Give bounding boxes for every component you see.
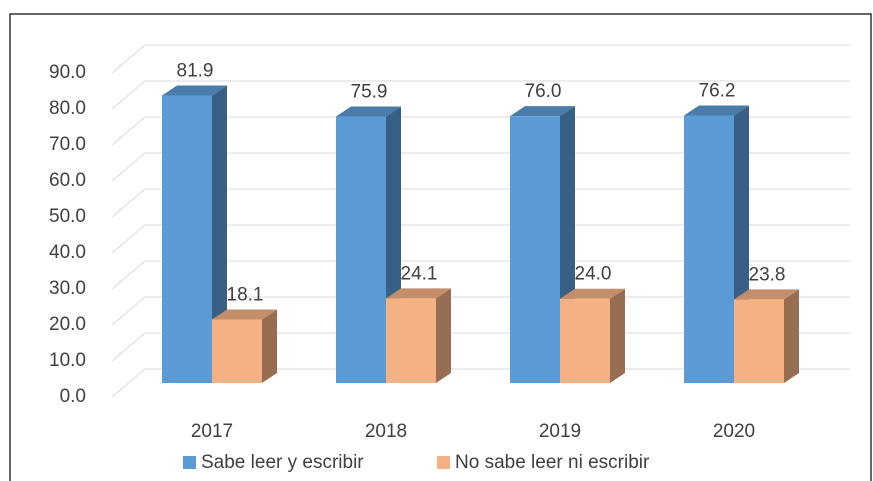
- bar-top: [560, 288, 625, 299]
- bar: [684, 115, 734, 383]
- data-label: 76.2: [699, 80, 736, 101]
- grid-line: [111, 152, 850, 182]
- x-tick-label: 2020: [713, 421, 755, 442]
- bar-top: [684, 105, 749, 116]
- x-tick-label: 2017: [191, 421, 233, 442]
- bar-side: [212, 85, 227, 383]
- bar: [212, 319, 262, 383]
- bar-top: [734, 289, 799, 300]
- y-tick-label: 40.0: [49, 242, 86, 263]
- bar: [510, 116, 560, 384]
- y-tick-label: 0.0: [60, 386, 86, 407]
- data-label: 76.0: [525, 81, 562, 102]
- legend-label: No sabe leer ni escribir: [455, 452, 650, 473]
- bar-side: [610, 288, 625, 383]
- data-label: 18.1: [227, 284, 264, 305]
- data-label: 24.0: [575, 264, 612, 285]
- grid-line: [111, 80, 850, 110]
- y-tick-label: 80.0: [49, 98, 86, 119]
- y-tick-label: 60.0: [49, 170, 86, 191]
- bar: [386, 298, 436, 383]
- y-tick-label: 90.0: [49, 62, 86, 83]
- bar-top: [386, 288, 451, 299]
- y-tick-label: 50.0: [49, 206, 86, 227]
- bar-top: [336, 106, 401, 117]
- y-tick-label: 10.0: [49, 350, 86, 371]
- grid-line: [111, 224, 850, 254]
- data-label: 75.9: [351, 82, 388, 103]
- x-tick-label: 2019: [539, 421, 581, 442]
- bar: [336, 116, 386, 384]
- legend-swatch: [437, 456, 450, 469]
- legend-swatch: [183, 456, 196, 469]
- bar: [162, 95, 212, 383]
- data-label: 81.9: [177, 60, 214, 81]
- bar: [560, 298, 610, 383]
- bar-top: [510, 106, 575, 117]
- grid-line: [111, 44, 850, 74]
- y-tick-label: 70.0: [49, 134, 86, 155]
- grid-line: [111, 260, 850, 290]
- data-label: 24.1: [401, 263, 438, 284]
- grid-line: [111, 116, 850, 146]
- bar-top: [212, 309, 277, 320]
- y-tick-label: 20.0: [49, 314, 86, 335]
- grid-line: [111, 188, 850, 218]
- x-tick-label: 2018: [365, 421, 407, 442]
- bar: [734, 299, 784, 383]
- legend-label: Sabe leer y escribir: [201, 452, 364, 473]
- data-label: 23.8: [749, 264, 786, 285]
- y-tick-label: 30.0: [49, 278, 86, 299]
- bar-top: [162, 85, 227, 96]
- bar-side: [262, 309, 277, 383]
- bar-side: [436, 288, 451, 383]
- bar-side: [784, 289, 799, 383]
